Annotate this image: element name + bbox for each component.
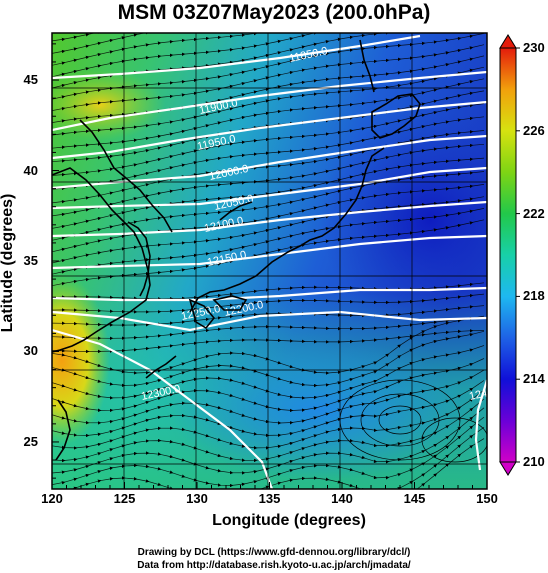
credit-data: Data from http://database.rish.kyoto-u.a… — [137, 560, 411, 571]
coastline-sakhalin — [359, 39, 375, 93]
coastlines — [52, 39, 421, 461]
x-axis-label: Longitude (degrees) — [212, 512, 366, 529]
y-tick-label: 40 — [23, 162, 38, 178]
height-contour-line — [52, 70, 487, 132]
x-tick-label: 150 — [476, 491, 498, 506]
x-tick-label: 130 — [186, 491, 208, 506]
y-tick-label: 45 — [23, 72, 38, 88]
height-contour-line — [52, 286, 487, 302]
axis-ticks — [51, 43, 488, 489]
x-tick-label: 140 — [331, 491, 353, 506]
coastline-manchuria — [79, 119, 173, 233]
map-field: 11850.011900.011950.012000.012050.012100… — [52, 33, 487, 489]
colorbar — [499, 34, 520, 476]
colorbar-tick-label: 226 — [523, 122, 545, 138]
credit-drawing: Drawing by DCL (https://www.gfd-dennou.o… — [137, 547, 411, 558]
temperature-field-southeast — [170, 340, 470, 480]
wind-swirl — [421, 417, 487, 463]
y-tick-label: 30 — [23, 343, 38, 359]
colorbar-scale — [499, 47, 517, 463]
x-tick-label: 125 — [113, 491, 136, 506]
coastline-detail — [219, 201, 253, 221]
coastline-asia — [52, 167, 151, 353]
y-tick-label: 35 — [23, 253, 38, 268]
height-contour-line — [52, 200, 487, 238]
x-tick-label: 145 — [403, 491, 426, 506]
coastline-honshu — [189, 147, 385, 313]
colorbar-min-triangle — [499, 461, 517, 476]
x-tick-label: 135 — [258, 491, 281, 506]
coastline-korea — [127, 221, 151, 297]
colorbar-tick-label: 230 — [523, 40, 545, 55]
colorbar-tick-label: 218 — [523, 288, 545, 304]
grid-lines — [52, 33, 487, 489]
colorbar-tick-label: 214 — [523, 371, 545, 387]
height-contour-line — [52, 328, 274, 489]
coastline-kyushu — [188, 298, 216, 330]
coastline-taiwan — [55, 399, 71, 461]
wind-swirl — [360, 393, 440, 447]
x-tick-label: 120 — [41, 491, 63, 506]
height-contour-line — [52, 100, 487, 160]
coastline-ryukyu — [145, 355, 177, 379]
height-contour-line — [52, 234, 487, 270]
height-contour-line — [474, 379, 487, 471]
height-contour-line — [52, 166, 487, 210]
map-title: MSM 03Z07May2023 (200.0hPa) — [117, 1, 431, 24]
height-contour-line — [52, 34, 421, 80]
coastline-shikoku — [212, 295, 248, 311]
colorbar-max-triangle — [499, 34, 517, 49]
y-tick-label: 25 — [23, 433, 38, 449]
y-axis-label: Latitude (degrees) — [0, 193, 16, 333]
coastline-hokkaido — [371, 93, 421, 139]
wind-swirl — [378, 405, 422, 435]
colorbar-tick-label: 210 — [523, 454, 545, 469]
warm-region-west — [52, 275, 110, 445]
colorbar-tick-label: 222 — [523, 205, 545, 221]
